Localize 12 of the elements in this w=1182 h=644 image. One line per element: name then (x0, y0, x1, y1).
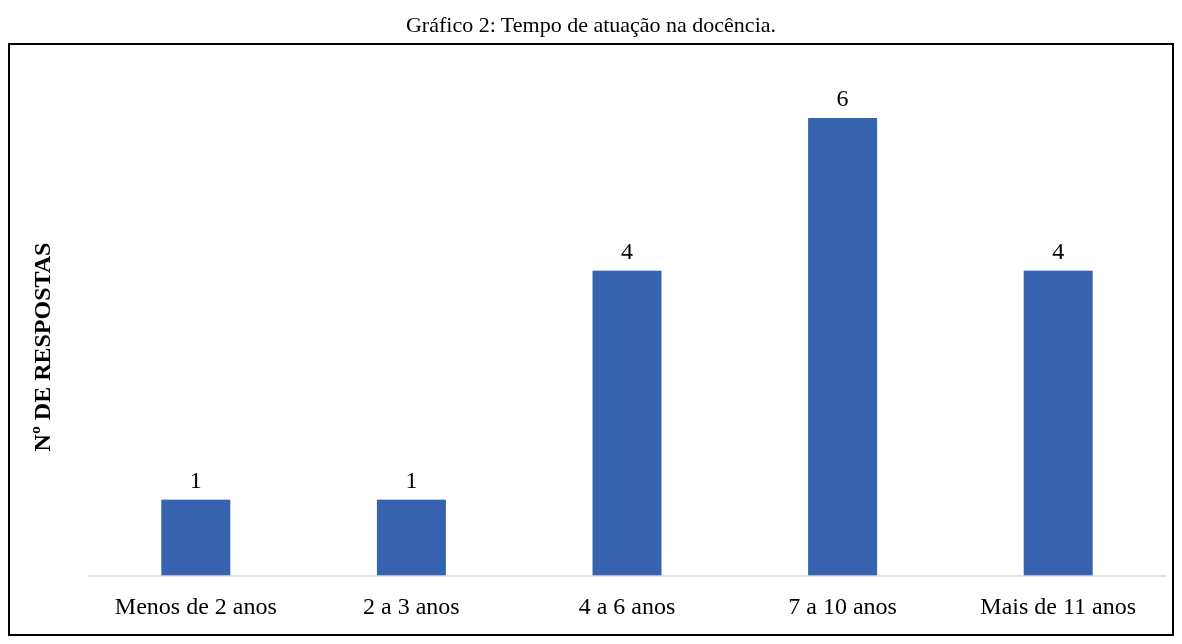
x-tick-label: Mais de 11 anos (980, 593, 1137, 619)
data-label: 6 (836, 85, 849, 111)
data-label: 1 (405, 466, 418, 493)
data-label: 1 (189, 466, 202, 493)
x-tick-label: Menos de 2 anos (114, 593, 277, 619)
y-axis-title: Nº DE RESPOSTAS (29, 242, 55, 452)
x-tick-label: 4 a 6 anos (578, 593, 676, 619)
data-label: 4 (621, 237, 633, 264)
chart-title: Gráfico 2: Tempo de atuação na docência. (405, 12, 777, 37)
x-tick-label: 7 a 10 anos (788, 593, 897, 619)
x-tick-label: 2 a 3 anos (363, 593, 460, 619)
data-label: 4 (1052, 237, 1065, 264)
